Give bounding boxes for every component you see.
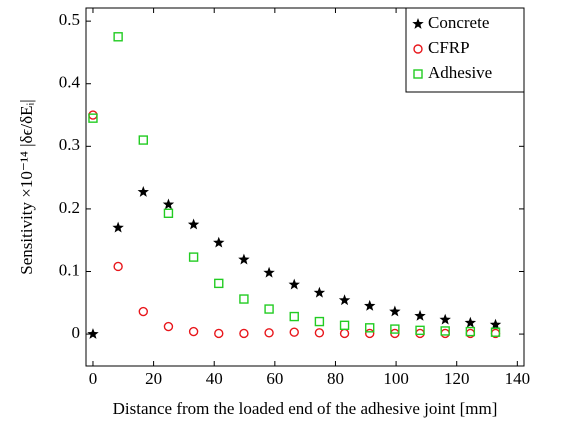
- legend-box: [405, 7, 525, 93]
- point: [314, 328, 325, 338]
- point: [415, 325, 425, 336]
- point: [239, 294, 249, 304]
- point: [88, 110, 98, 120]
- point: [188, 326, 199, 337]
- legend-marker: [413, 69, 423, 79]
- point: [464, 316, 477, 328]
- x-tick-label: 40: [206, 369, 223, 388]
- point: [415, 328, 425, 339]
- point: [163, 321, 174, 332]
- point: [440, 326, 450, 336]
- x-tick-label: 60: [266, 369, 283, 388]
- x-tick-label: 140: [505, 369, 531, 388]
- point: [365, 328, 375, 339]
- y-tick-label: 0.4: [59, 73, 81, 92]
- x-tick-label: 0: [89, 369, 98, 388]
- point: [188, 252, 199, 262]
- legend-marker: [413, 44, 423, 54]
- point: [465, 326, 476, 337]
- point: [490, 327, 501, 337]
- y-tick-label: 0: [72, 323, 81, 342]
- point: [489, 318, 502, 330]
- point: [389, 305, 401, 317]
- point: [214, 328, 224, 339]
- point: [187, 218, 200, 230]
- point: [289, 327, 299, 337]
- legend-label: CFRP: [428, 38, 470, 57]
- point: [213, 236, 225, 248]
- x-tick-label: 80: [327, 369, 344, 388]
- point: [162, 198, 175, 210]
- point: [238, 253, 250, 265]
- point: [112, 221, 124, 233]
- point: [440, 328, 450, 339]
- point: [390, 324, 400, 334]
- point: [264, 304, 274, 314]
- point: [113, 261, 123, 272]
- point: [364, 299, 376, 311]
- x-tick-label: 20: [145, 369, 162, 388]
- point: [414, 309, 426, 321]
- point: [88, 113, 98, 123]
- point: [263, 266, 275, 278]
- point: [137, 186, 149, 197]
- point: [138, 135, 148, 145]
- y-tick-label: 0.3: [59, 135, 80, 154]
- point: [214, 278, 224, 289]
- point: [338, 294, 351, 306]
- point: [289, 311, 299, 322]
- point: [439, 313, 451, 325]
- x-tick-label: 100: [383, 369, 409, 388]
- point: [113, 32, 123, 42]
- point: [264, 328, 274, 338]
- y-tick-label: 0.1: [59, 260, 80, 279]
- point: [239, 328, 249, 339]
- y-tick-label: 0.5: [59, 10, 80, 29]
- y-tick-label: 0.2: [59, 198, 80, 217]
- x-axis-label: Distance from the loaded end of the adhe…: [113, 399, 498, 418]
- point: [288, 278, 300, 290]
- point: [339, 320, 350, 331]
- point: [314, 316, 325, 327]
- legend-label: Concrete: [428, 13, 489, 32]
- point: [87, 328, 99, 339]
- y-axis-label: Sensitivity ×10⁻¹⁴ |δϵ/δEᵢ|: [17, 99, 36, 274]
- point: [138, 306, 148, 317]
- point: [163, 208, 174, 218]
- x-tick-label: 120: [444, 369, 470, 388]
- point: [339, 328, 350, 339]
- legend-label: Adhesive: [428, 63, 492, 82]
- legend-marker: [412, 18, 424, 29]
- point: [313, 286, 326, 298]
- point: [365, 323, 375, 333]
- plot-frame: [85, 7, 525, 367]
